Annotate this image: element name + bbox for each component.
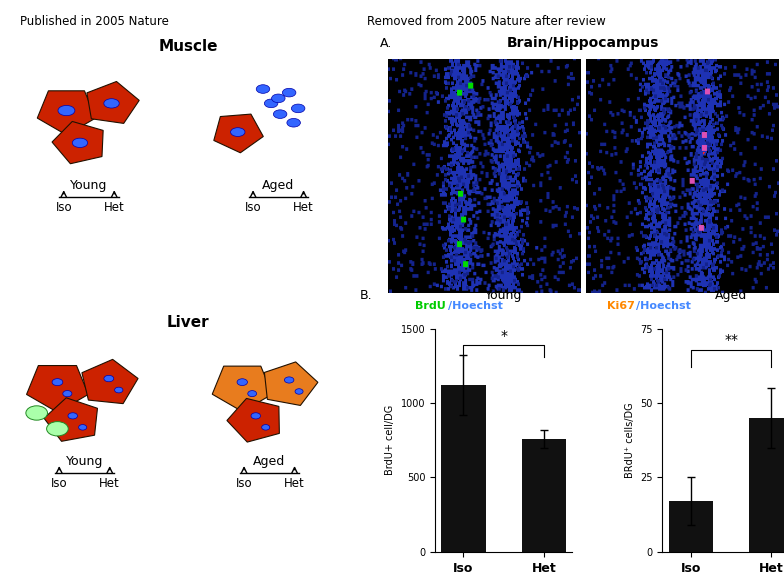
Text: Aged: Aged [715,289,747,302]
Bar [750,418,784,552]
Bar [669,501,713,552]
Text: Het: Het [103,201,125,214]
Ellipse shape [114,387,123,393]
Polygon shape [212,366,272,411]
Ellipse shape [282,88,296,97]
Text: B.: B. [360,289,372,302]
Text: **: ** [724,333,738,347]
Text: /Hoechst: /Hoechst [637,301,691,311]
Y-axis label: BRdU⁺ cells/DG: BRdU⁺ cells/DG [625,403,635,478]
Ellipse shape [285,377,294,383]
Ellipse shape [271,94,285,103]
Text: Het: Het [284,477,305,490]
Ellipse shape [68,413,78,419]
Ellipse shape [72,138,88,147]
Ellipse shape [58,106,75,116]
Text: Removed from 2005 Nature after review: Removed from 2005 Nature after review [367,15,605,28]
Bar [441,385,485,552]
Text: Young: Young [66,454,103,468]
Polygon shape [27,366,89,412]
Ellipse shape [237,379,248,386]
Text: *: * [500,329,507,343]
Text: Young: Young [71,178,107,192]
Text: A.: A. [380,37,393,50]
Text: Het: Het [293,201,314,214]
Polygon shape [38,91,96,135]
Polygon shape [52,122,103,164]
Ellipse shape [287,119,300,127]
Text: Het: Het [100,477,120,490]
Polygon shape [44,398,97,441]
Ellipse shape [264,99,278,107]
Text: Muscle: Muscle [158,39,218,54]
Text: Ki67: Ki67 [607,301,634,311]
Ellipse shape [63,390,72,397]
Text: Brain/Hippocampus: Brain/Hippocampus [507,36,659,50]
Text: Iso: Iso [51,477,67,490]
Y-axis label: BrdU+ cell/DG: BrdU+ cell/DG [385,405,395,475]
Polygon shape [87,82,140,123]
Text: BrdU: BrdU [415,301,445,311]
Ellipse shape [103,99,119,108]
Text: Aged: Aged [253,454,285,468]
Ellipse shape [104,375,114,382]
Ellipse shape [46,421,68,436]
Ellipse shape [251,413,260,419]
Ellipse shape [248,390,256,397]
Text: Aged: Aged [262,178,295,192]
Ellipse shape [52,379,63,386]
Text: /Hoechst: /Hoechst [448,301,503,311]
Ellipse shape [230,128,245,136]
Text: Iso: Iso [56,201,72,214]
Ellipse shape [78,424,87,430]
Polygon shape [264,362,318,406]
Polygon shape [214,114,263,153]
Text: Young: Young [485,289,522,302]
Text: Iso: Iso [245,201,261,214]
Ellipse shape [295,389,303,394]
Text: Iso: Iso [236,477,252,490]
Ellipse shape [26,406,48,420]
Ellipse shape [274,110,287,119]
Text: Liver: Liver [167,315,209,330]
Polygon shape [227,399,279,442]
Ellipse shape [292,104,305,113]
Text: Published in 2005 Nature: Published in 2005 Nature [20,15,169,28]
Bar [522,438,566,552]
Polygon shape [82,359,138,404]
Ellipse shape [262,424,270,430]
Ellipse shape [256,85,270,93]
